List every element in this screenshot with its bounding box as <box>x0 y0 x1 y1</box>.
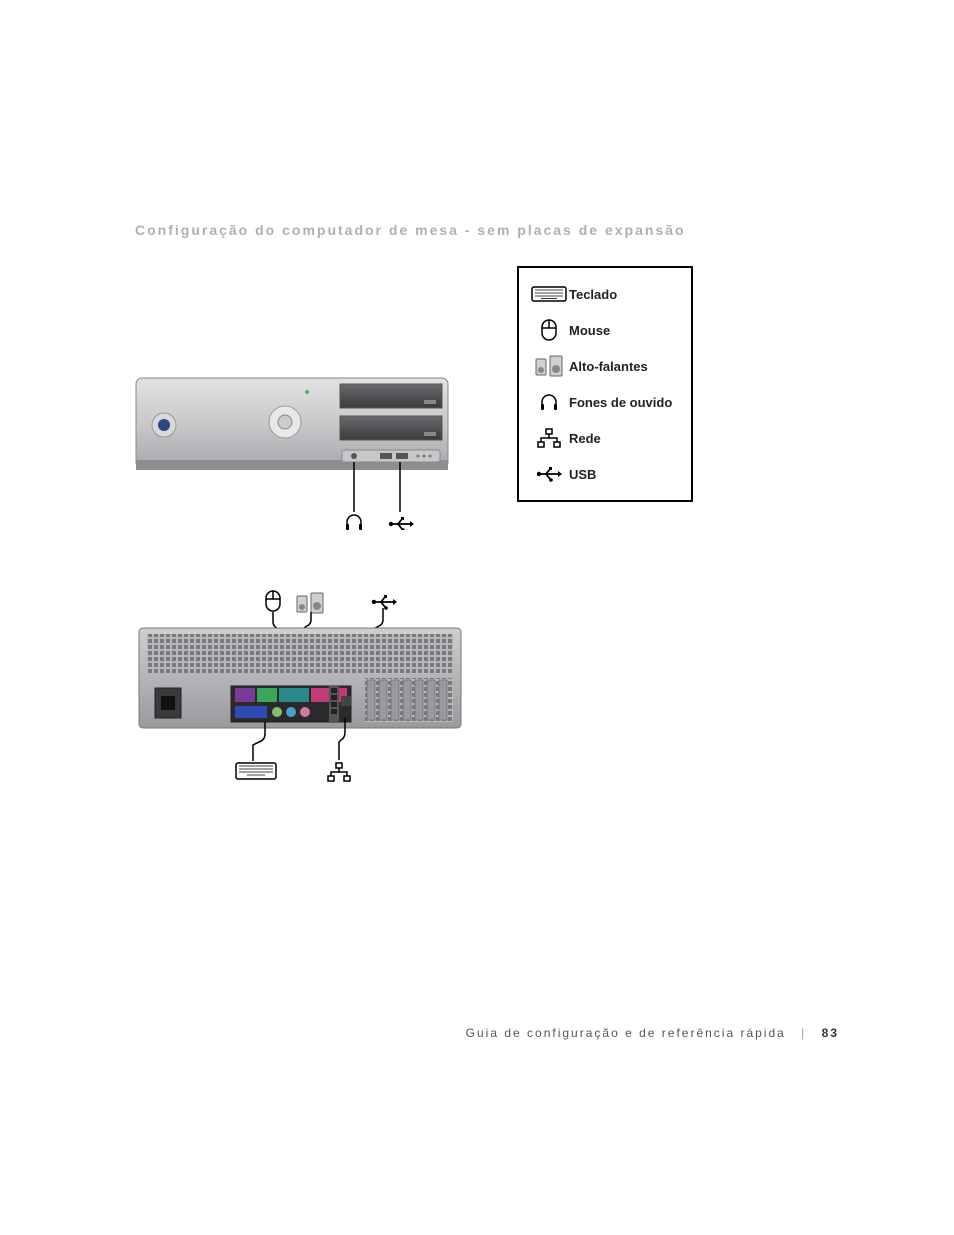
headphones-icon <box>529 392 569 412</box>
legend-label-usb: USB <box>569 467 596 482</box>
legend-label-network: Rede <box>569 431 601 446</box>
computer-front-illustration <box>132 370 452 535</box>
footer-text: Guia de configuração e de referência ráp… <box>466 1026 786 1040</box>
legend-label-speakers: Alto-falantes <box>569 359 648 374</box>
legend-label-keyboard: Teclado <box>569 287 617 302</box>
legend-row-speakers: Alto-falantes <box>529 348 681 384</box>
network-icon <box>529 428 569 448</box>
section-heading: Configuração do computador de mesa - sem… <box>135 222 686 238</box>
legend-box: Teclado Mouse Alto-falantes <box>517 266 693 502</box>
computer-back-illustration <box>135 590 475 795</box>
legend-row-headphones: Fones de ouvido <box>529 384 681 420</box>
legend-label-headphones: Fones de ouvido <box>569 395 672 410</box>
legend-row-mouse: Mouse <box>529 312 681 348</box>
page-number: 83 <box>822 1026 839 1040</box>
legend-row-keyboard: Teclado <box>529 276 681 312</box>
footer-separator: | <box>801 1026 806 1040</box>
legend-row-network: Rede <box>529 420 681 456</box>
keyboard-icon <box>529 286 569 302</box>
page-footer: Guia de configuração e de referência ráp… <box>466 1026 839 1040</box>
usb-icon <box>529 466 569 482</box>
mouse-icon <box>529 319 569 341</box>
legend-label-mouse: Mouse <box>569 323 610 338</box>
speakers-icon <box>529 355 569 377</box>
legend-row-usb: USB <box>529 456 681 492</box>
